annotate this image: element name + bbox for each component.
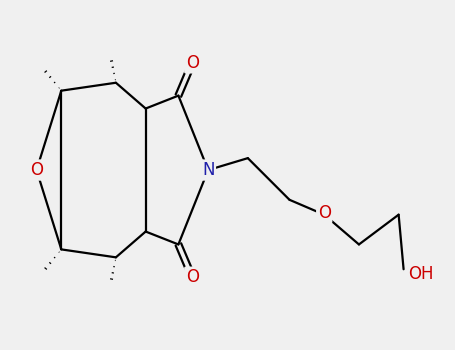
Text: O: O [30,161,43,179]
Text: O: O [186,268,199,286]
Text: O: O [186,54,199,72]
Text: N: N [202,161,214,179]
Text: O: O [318,204,331,222]
Text: OH: OH [409,265,434,283]
